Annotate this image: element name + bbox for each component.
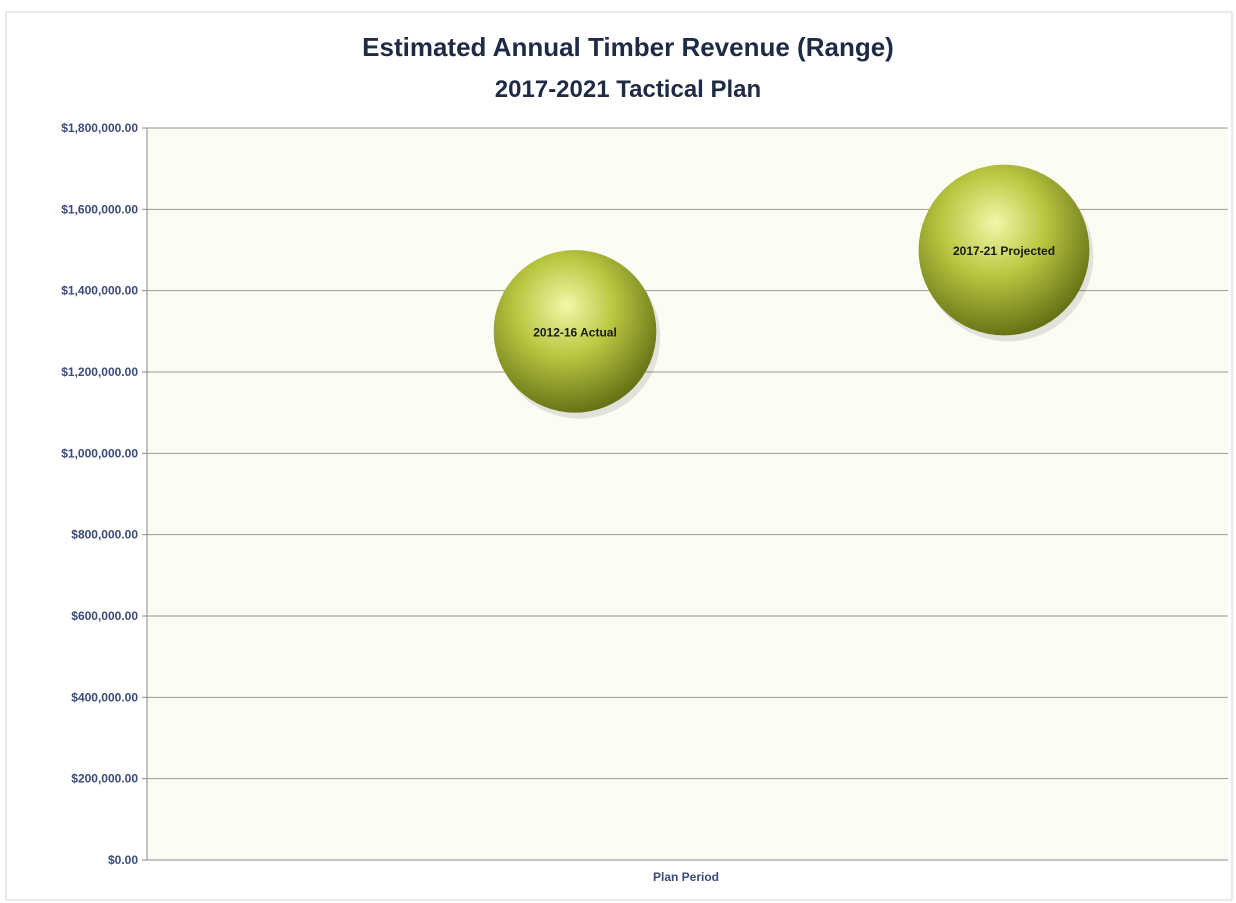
y-tick-label: $1,600,000.00	[61, 202, 138, 216]
y-axis-tick-labels: $0.00 $200,000.00 $400,000.00 $600,000.00 $8…	[61, 121, 147, 867]
bubble	[493, 250, 657, 413]
bubble-data-label: 2012-16 Actual	[533, 325, 617, 339]
bubble	[918, 164, 1090, 336]
y-tick-label: $1,200,000.00	[61, 365, 138, 379]
chart-subtitle: 2017-2021 Tactical Plan	[495, 76, 761, 103]
chart-title: Estimated Annual Timber Revenue (Range)	[362, 32, 894, 62]
bubble-data-label: 2017-21 Projected	[953, 244, 1055, 258]
gridlines	[147, 127, 1228, 780]
y-tick-label: $1,000,000.00	[61, 446, 138, 460]
y-tick-label: $1,800,000.00	[61, 121, 138, 135]
y-tick-label: $200,000.00	[71, 772, 138, 786]
x-axis-label: Plan Period	[653, 870, 719, 884]
bubble-point: 2017-21 Projected	[918, 164, 1094, 342]
y-tick-label: $0.00	[108, 853, 138, 867]
bubble-point: 2012-16 Actual	[493, 250, 661, 419]
y-tick-label: $1,400,000.00	[61, 284, 138, 298]
y-tick-label: $800,000.00	[71, 528, 138, 542]
bubbles: 2012-16 Actual 2017-21 Projected	[493, 164, 1094, 419]
y-tick-label: $400,000.00	[71, 690, 138, 704]
y-tick-label: $600,000.00	[71, 609, 138, 623]
